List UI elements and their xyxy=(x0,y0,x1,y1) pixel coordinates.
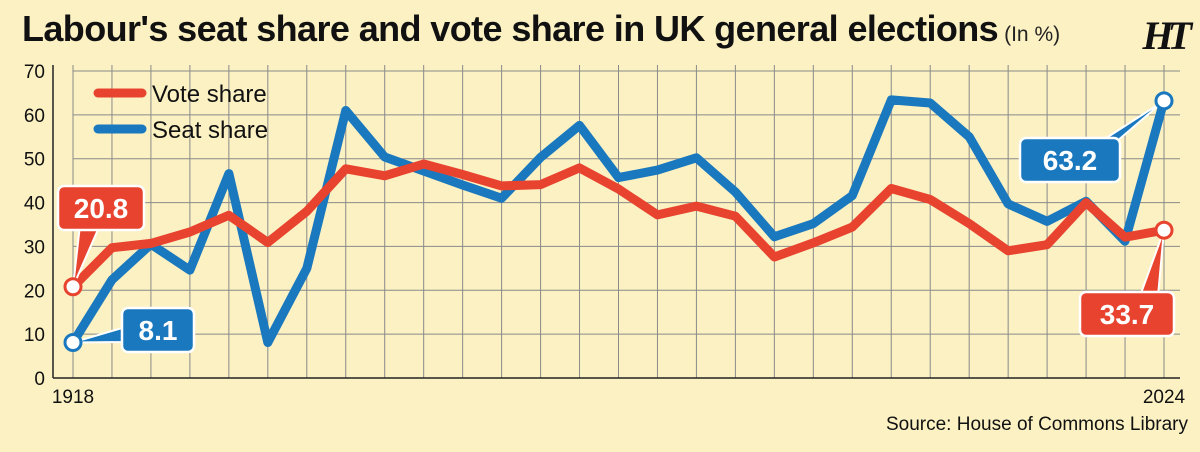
x-tick-label: 2024 xyxy=(1143,387,1186,408)
chart-title-row: Labour's seat share and vote share in UK… xyxy=(22,8,1060,50)
seat-last-callout-value: 63.2 xyxy=(1043,145,1098,176)
series xyxy=(68,95,1169,347)
y-tick-label: 40 xyxy=(24,194,45,215)
chart-title: Labour's seat share and vote share in UK… xyxy=(22,8,999,49)
vote-last-callout-pointer xyxy=(1139,229,1165,297)
chart-unit: (In %) xyxy=(1004,23,1061,46)
legend-box: Vote share Seat share xyxy=(93,81,268,144)
seat-first-callout: 8.1 xyxy=(63,306,196,354)
y-tick-label: 0 xyxy=(34,369,45,390)
x-tick-label: 1918 xyxy=(52,387,94,408)
seat-first-callout-marker xyxy=(63,332,83,352)
vote-first-callout-value: 20.8 xyxy=(74,193,129,224)
vote-last-callout-box xyxy=(1078,290,1176,338)
y-tick-label: 30 xyxy=(24,237,45,258)
y-tick-label: 70 xyxy=(24,62,45,83)
legend-label-seat: Seat share xyxy=(152,117,268,144)
ht-logo: HT xyxy=(1142,13,1191,58)
seat-share-line xyxy=(68,95,1169,347)
vote-last-callout: 33.7 xyxy=(1078,220,1176,338)
vote-first-callout: 20.8 xyxy=(56,184,146,297)
seat-last-callout-box xyxy=(1018,136,1122,184)
y-tick-label: 50 xyxy=(24,150,45,171)
grid xyxy=(72,65,1180,378)
seat-last-callout: 63.2 xyxy=(1018,91,1174,184)
seat-first-callout-value: 8.1 xyxy=(139,315,178,346)
vote-first-callout-marker xyxy=(63,277,83,297)
callouts: 20.8 8.1 63.2 33.7 xyxy=(56,91,1176,354)
vote-last-callout-value: 33.7 xyxy=(1100,299,1155,330)
vote-share-line xyxy=(68,159,1169,292)
y-tick-label: 20 xyxy=(24,281,45,302)
y-tick-label: 60 xyxy=(24,106,45,127)
seat-last-callout-marker xyxy=(1154,91,1174,111)
source-note: Source: House of Commons Library xyxy=(885,414,1188,435)
legend-label-vote: Vote share xyxy=(152,81,267,108)
vote-first-callout-box xyxy=(56,184,146,232)
seat-first-callout-box xyxy=(120,306,196,354)
y-tick-label: 10 xyxy=(24,325,45,346)
axes: 0 10 20 30 40 50 60 70 1918 2024 xyxy=(24,62,1186,408)
legend: Vote share Seat share xyxy=(93,81,268,144)
vote-last-callout-marker xyxy=(1154,220,1174,240)
